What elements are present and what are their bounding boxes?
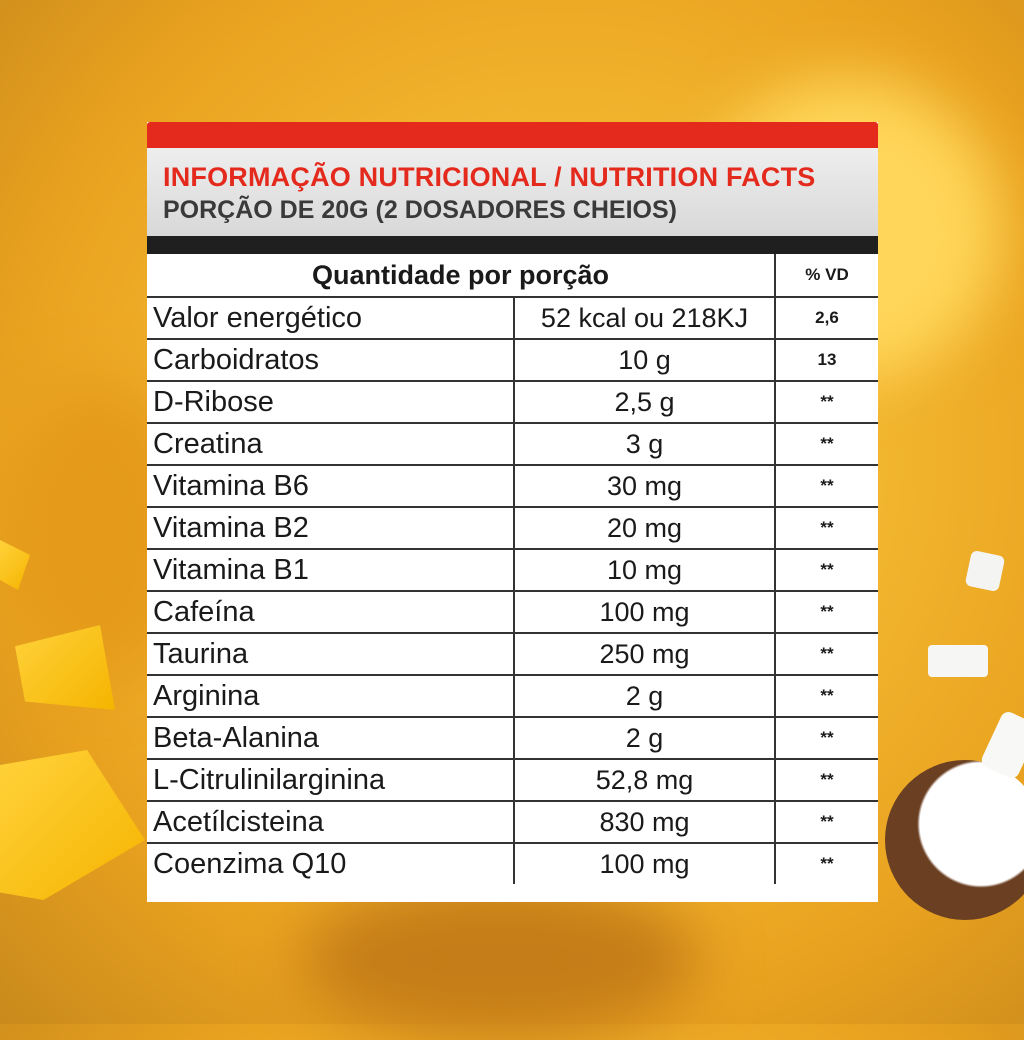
nutrient-vd: ** [774,590,878,634]
coconut-piece-image [964,549,1006,593]
nutrient-name: Taurina [147,632,515,676]
table-row: Creatina 3 g ** [147,422,878,466]
nutrient-amount: 10 g [513,338,776,382]
nutrient-name: Beta-Alanina [147,716,515,760]
table-row: Valor energético 52 kcal ou 218KJ 2,6 [147,296,878,340]
nutrient-vd: ** [774,716,878,760]
nutrient-vd: ** [774,548,878,592]
nutrient-name: Valor energético [147,296,515,340]
nutrient-name: Creatina [147,422,515,466]
nutrient-name: Acetílcisteina [147,800,515,844]
nutrient-name: Coenzima Q10 [147,842,515,884]
header-red-bar [147,122,878,148]
background-glow [300,880,700,1040]
quantity-header: Quantidade por porção [147,254,776,298]
nutrient-vd: ** [774,758,878,802]
nutrient-vd: ** [774,632,878,676]
nutrient-vd: ** [774,842,878,884]
table-row: Vitamina B1 10 mg ** [147,548,878,592]
nutrient-vd: ** [774,380,878,424]
table-row: Cafeína 100 mg ** [147,590,878,634]
table-row: D-Ribose 2,5 g ** [147,380,878,424]
nutrient-vd: ** [774,422,878,466]
panel-title: INFORMAÇÃO NUTRICIONAL / NUTRITION FACTS [163,162,816,192]
nutrient-name: Cafeína [147,590,515,634]
serving-size: PORÇÃO DE 20G (2 DOSADORES CHEIOS) [163,196,677,224]
table-row: Beta-Alanina 2 g ** [147,716,878,760]
header-dark-bar [147,236,878,254]
table-row: Vitamina B6 30 mg ** [147,464,878,508]
nutrient-name: Vitamina B2 [147,506,515,550]
table-row: Arginina 2 g ** [147,674,878,718]
panel-header: INFORMAÇÃO NUTRICIONAL / NUTRITION FACTS… [147,148,878,236]
nutrient-name: Arginina [147,674,515,718]
nutrient-name: Vitamina B6 [147,464,515,508]
nutrient-amount: 2,5 g [513,380,776,424]
nutrient-amount: 20 mg [513,506,776,550]
nutrient-name: Vitamina B1 [147,548,515,592]
table-row: Coenzima Q10 100 mg ** [147,842,878,884]
table-row: Vitamina B2 20 mg ** [147,506,878,550]
nutrient-vd: 13 [774,338,878,382]
nutrition-table: Quantidade por porção % VD Valor energét… [147,254,878,884]
nutrient-name: L-Citrulinilarginina [147,758,515,802]
coconut-piece-image [928,645,988,677]
nutrient-vd: ** [774,506,878,550]
nutrient-amount: 30 mg [513,464,776,508]
table-row: Acetílcisteina 830 mg ** [147,800,878,844]
nutrient-amount: 830 mg [513,800,776,844]
nutrient-amount: 2 g [513,716,776,760]
nutrient-amount: 52,8 mg [513,758,776,802]
nutrition-facts-panel: INFORMAÇÃO NUTRICIONAL / NUTRITION FACTS… [147,122,878,902]
nutrient-amount: 52 kcal ou 218KJ [513,296,776,340]
nutrient-amount: 2 g [513,674,776,718]
nutrient-name: Carboidratos [147,338,515,382]
nutrient-vd: 2,6 [774,296,878,340]
nutrient-amount: 250 mg [513,632,776,676]
nutrient-vd: ** [774,800,878,844]
vd-header: % VD [774,254,878,298]
nutrient-vd: ** [774,464,878,508]
nutrient-amount: 10 mg [513,548,776,592]
nutrient-amount: 100 mg [513,842,776,884]
coconut-half-image [885,760,1024,920]
nutrient-name: D-Ribose [147,380,515,424]
table-row: L-Citrulinilarginina 52,8 mg ** [147,758,878,802]
nutrient-vd: ** [774,674,878,718]
table-row: Taurina 250 mg ** [147,632,878,676]
nutrient-amount: 100 mg [513,590,776,634]
nutrient-amount: 3 g [513,422,776,466]
table-header-row: Quantidade por porção % VD [147,254,878,298]
table-row: Carboidratos 10 g 13 [147,338,878,382]
pineapple-piece-image [0,750,145,900]
